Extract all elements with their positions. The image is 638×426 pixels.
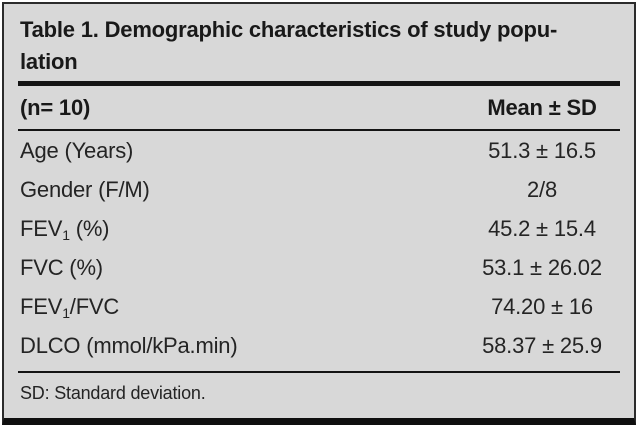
table-row-fvc: FVC (%) 53.1 ± 26.02	[4, 248, 634, 287]
table-row-fev1-fvc-ratio: FEV1/FVC 74.20 ± 16	[4, 287, 634, 326]
row-label: FEV1/FVC	[20, 293, 120, 321]
row-value: 74.20 ± 16	[491, 293, 593, 319]
table-row-dlco: DLCO (mmol/kPa.min) 58.37 ± 25.9	[4, 326, 634, 365]
table-row-gender: Gender (F/M) 2/8	[4, 170, 634, 209]
header-divider-rule	[18, 129, 620, 131]
row-label: Gender (F/M)	[20, 176, 150, 202]
table-header-row: (n= 10) Mean ± SD	[4, 86, 634, 129]
table-row-fev1: FEV1 (%) 45.2 ± 15.4	[4, 209, 634, 248]
row-label: Age (Years)	[20, 137, 134, 163]
row-value: 51.3 ± 16.5	[488, 137, 596, 163]
table-body: Age (Years) 51.3 ± 16.5 Gender (F/M) 2/8…	[4, 131, 634, 365]
header-mean-sd: Mean ± SD	[487, 94, 597, 120]
header-sample-size: (n= 10)	[20, 94, 91, 120]
row-label: DLCO (mmol/kPa.min)	[20, 332, 238, 358]
row-value: 45.2 ± 15.4	[488, 215, 596, 241]
title-divider-rule	[18, 81, 620, 86]
table-footnote: SD: Standard deviation.	[20, 383, 206, 403]
table-title-line-2: lation	[20, 49, 78, 74]
row-value: 2/8	[527, 176, 557, 202]
row-value: 53.1 ± 26.02	[482, 254, 602, 280]
row-label: FVC (%)	[20, 254, 103, 280]
row-value: 58.37 ± 25.9	[482, 332, 602, 358]
table-row-age: Age (Years) 51.3 ± 16.5	[4, 131, 634, 170]
table-title-line-1: Table 1. Demographic characteristics of …	[20, 17, 558, 42]
row-label: FEV1 (%)	[20, 215, 110, 243]
footnote-divider-rule	[18, 371, 620, 373]
table-title: Table 1. Demographic characteristics of …	[4, 4, 634, 78]
